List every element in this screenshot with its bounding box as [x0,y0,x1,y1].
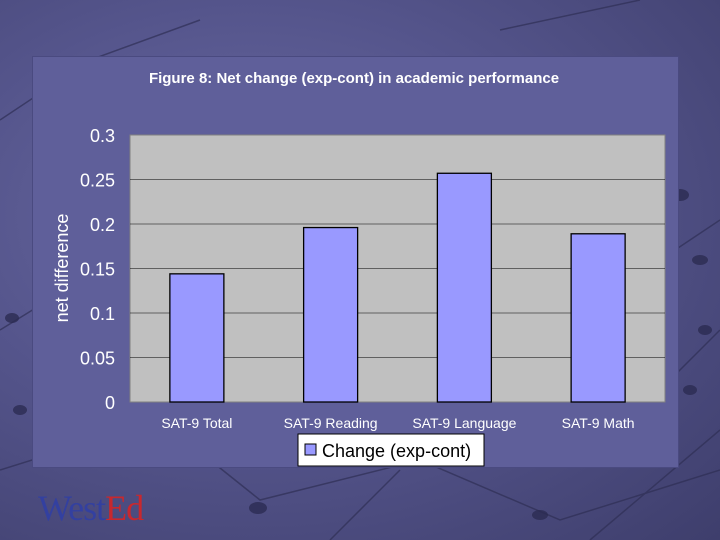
y-tick-labels: 0 0.05 0.1 0.15 0.2 0.25 0.3 [80,126,115,413]
y-tick-label: 0.15 [80,260,115,280]
x-tick-label: SAT-9 Language [412,415,516,431]
x-tick-label: SAT-9 Reading [284,415,378,431]
y-tick-label: 0.3 [90,126,115,146]
y-axis-label: net difference [52,214,72,323]
legend: Change (exp-cont) [297,433,485,467]
chart-title: Figure 8: Net change (exp-cont) in acade… [149,70,559,87]
legend-swatch [304,443,317,456]
legend-box [297,433,485,467]
bar [436,172,493,403]
y-tick-label: 0.25 [80,171,115,191]
x-tick-label: SAT-9 Math [562,415,635,431]
bar [302,226,359,403]
wested-logo: WestEd [38,488,144,528]
x-tick-labels: SAT-9 Total SAT-9 Reading SAT-9 Language SA… [161,415,634,431]
y-tick-label: 0.2 [90,215,115,235]
bars [169,172,626,403]
bar [169,273,225,403]
logo-part-2: Ed [105,488,144,528]
y-tick-label: 0.1 [90,304,115,324]
legend-label: Change (exp-cont) [322,441,471,461]
y-tick-label: 0 [105,393,115,413]
y-tick-label: 0.05 [80,349,115,369]
logo-part-1: West [38,488,106,528]
x-tick-label: SAT-9 Total [161,415,232,431]
bar [570,233,626,403]
